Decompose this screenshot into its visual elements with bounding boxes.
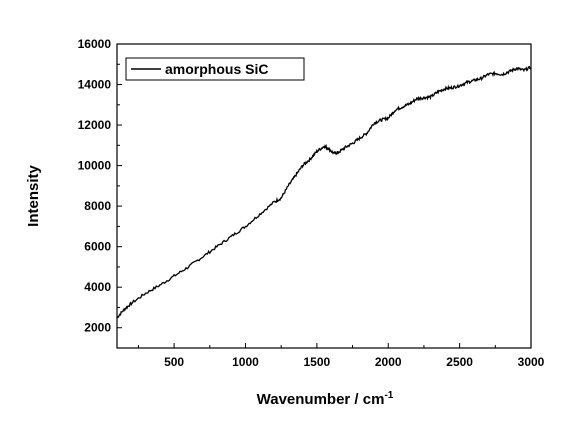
x-tick-label: 1500 [304, 355, 331, 369]
x-tick-label: 1000 [232, 355, 259, 369]
plot-area [116, 43, 532, 349]
x-tick-label: 500 [164, 355, 184, 369]
legend-label: amorphous SiC [165, 61, 268, 77]
y-tick-label: 6000 [84, 240, 111, 254]
x-axis-title-text: Wavenumber / cm [257, 391, 385, 408]
y-tick-label: 8000 [84, 199, 111, 213]
y-tick-label: 10000 [78, 159, 112, 173]
y-axis-ticks: 2000 4000 6000 8000 10000 12000 14000 16000 [78, 37, 122, 335]
legend: amorphous SiC [125, 57, 305, 81]
x-axis-title: Wavenumber / cm-1 [257, 390, 394, 408]
y-axis-title: Intensity [25, 165, 42, 227]
x-tick-label: 2500 [446, 355, 473, 369]
x-tick-label: 2000 [375, 355, 402, 369]
y-tick-label: 16000 [78, 37, 112, 51]
y-tick-label: 12000 [78, 118, 112, 132]
legend-box [125, 57, 305, 81]
y-tick-label: 2000 [84, 321, 111, 335]
x-axis-title-superscript: -1 [384, 390, 393, 401]
y-tick-label: 4000 [84, 280, 111, 294]
x-axis-ticks: 500 1000 1500 2000 2500 3000 [137, 343, 545, 369]
series-line-amorphous-sic [116, 65, 532, 319]
y-tick-label: 14000 [78, 78, 112, 92]
x-tick-label: 3000 [518, 355, 545, 369]
